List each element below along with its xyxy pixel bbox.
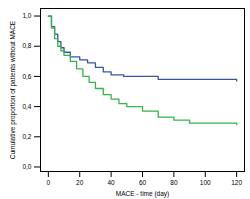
svg-text:0,4: 0,4 [22,103,31,110]
svg-text:80: 80 [170,179,178,186]
svg-text:120: 120 [231,179,242,186]
svg-text:0: 0 [47,179,51,186]
svg-text:20: 20 [76,179,84,186]
svg-text:MACE - time (day): MACE - time (day) [116,190,169,198]
svg-text:0,8: 0,8 [22,42,31,49]
svg-text:0,0: 0,0 [22,163,31,170]
svg-text:60: 60 [139,179,147,186]
svg-text:0,6: 0,6 [22,72,31,79]
svg-text:40: 40 [107,179,115,186]
svg-text:1,0: 1,0 [22,12,31,19]
svg-text:Cumulative proportion of patie: Cumulative proportion of patients withou… [9,20,17,159]
svg-text:0,2: 0,2 [22,133,31,140]
svg-text:100: 100 [200,179,211,186]
